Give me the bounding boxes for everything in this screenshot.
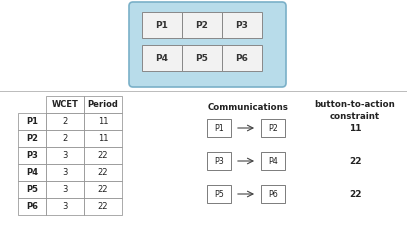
Bar	[46, 147, 84, 164]
Text: P4: P4	[155, 54, 168, 62]
Text: 22: 22	[349, 189, 361, 198]
Text: 2: 2	[62, 134, 68, 143]
FancyBboxPatch shape	[182, 45, 222, 71]
Bar	[18, 113, 46, 130]
Bar	[46, 164, 84, 181]
Bar	[261, 185, 285, 203]
Text: Communications: Communications	[208, 103, 289, 112]
Bar	[261, 152, 285, 170]
Bar	[18, 181, 46, 198]
FancyBboxPatch shape	[222, 12, 262, 38]
Text: 2: 2	[62, 117, 68, 126]
Text: WCET: WCET	[52, 100, 79, 109]
Text: 3: 3	[62, 202, 68, 211]
Bar	[46, 181, 84, 198]
Bar	[84, 130, 122, 147]
Bar	[84, 164, 122, 181]
Bar	[84, 147, 122, 164]
Text: 11: 11	[98, 117, 108, 126]
Text: 22: 22	[98, 151, 108, 160]
Text: P4: P4	[26, 168, 38, 177]
FancyBboxPatch shape	[222, 45, 262, 71]
Text: 22: 22	[349, 157, 361, 166]
Text: P5: P5	[214, 189, 224, 198]
Text: P2: P2	[268, 124, 278, 132]
Text: 3: 3	[62, 168, 68, 177]
Text: P1: P1	[214, 124, 224, 132]
Text: P3: P3	[26, 151, 38, 160]
Bar	[18, 147, 46, 164]
Bar	[18, 130, 46, 147]
Bar	[84, 198, 122, 215]
Text: 22: 22	[98, 168, 108, 177]
Text: P3: P3	[236, 20, 248, 29]
Text: P4: P4	[268, 157, 278, 166]
Bar	[207, 185, 231, 203]
Bar	[84, 96, 122, 113]
Text: P1: P1	[26, 117, 38, 126]
Text: P1: P1	[155, 20, 168, 29]
Bar	[207, 152, 231, 170]
Bar	[207, 119, 231, 137]
Text: P5: P5	[26, 185, 38, 194]
Text: 11: 11	[349, 124, 361, 132]
Text: P2: P2	[26, 134, 38, 143]
Text: 22: 22	[98, 202, 108, 211]
Bar	[46, 198, 84, 215]
Bar	[46, 96, 84, 113]
Bar	[46, 113, 84, 130]
Bar	[84, 113, 122, 130]
Text: P2: P2	[195, 20, 208, 29]
Text: P3: P3	[214, 157, 224, 166]
Text: P6: P6	[26, 202, 38, 211]
Bar	[18, 164, 46, 181]
Bar	[18, 198, 46, 215]
Text: P6: P6	[268, 189, 278, 198]
Text: 3: 3	[62, 151, 68, 160]
Text: P6: P6	[236, 54, 248, 62]
Text: 11: 11	[98, 134, 108, 143]
Text: 22: 22	[98, 185, 108, 194]
Bar	[84, 181, 122, 198]
FancyBboxPatch shape	[142, 12, 182, 38]
Text: P5: P5	[195, 54, 208, 62]
Bar	[261, 119, 285, 137]
FancyBboxPatch shape	[129, 2, 286, 87]
Text: 3: 3	[62, 185, 68, 194]
Text: Period: Period	[88, 100, 118, 109]
Text: button-to-action
constraint: button-to-action constraint	[315, 100, 395, 121]
FancyBboxPatch shape	[142, 45, 182, 71]
FancyBboxPatch shape	[182, 12, 222, 38]
Bar	[46, 130, 84, 147]
